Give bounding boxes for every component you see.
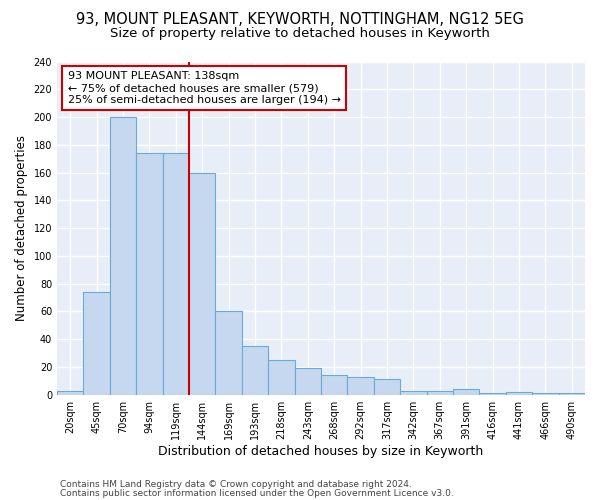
- Bar: [57, 390, 83, 394]
- Bar: [347, 376, 374, 394]
- Text: Contains HM Land Registry data © Crown copyright and database right 2024.: Contains HM Land Registry data © Crown c…: [60, 480, 412, 489]
- Text: 93, MOUNT PLEASANT, KEYWORTH, NOTTINGHAM, NG12 5EG: 93, MOUNT PLEASANT, KEYWORTH, NOTTINGHAM…: [76, 12, 524, 28]
- Bar: [374, 380, 400, 394]
- Bar: [506, 392, 532, 394]
- Bar: [321, 376, 347, 394]
- Bar: [295, 368, 321, 394]
- Bar: [189, 172, 215, 394]
- Bar: [83, 292, 110, 394]
- Y-axis label: Number of detached properties: Number of detached properties: [15, 135, 28, 321]
- Bar: [110, 117, 136, 394]
- Bar: [163, 153, 189, 394]
- Bar: [136, 153, 163, 394]
- Text: Size of property relative to detached houses in Keyworth: Size of property relative to detached ho…: [110, 28, 490, 40]
- Bar: [427, 390, 453, 394]
- Bar: [268, 360, 295, 394]
- X-axis label: Distribution of detached houses by size in Keyworth: Distribution of detached houses by size …: [158, 444, 484, 458]
- Bar: [400, 390, 427, 394]
- Text: 93 MOUNT PLEASANT: 138sqm
← 75% of detached houses are smaller (579)
25% of semi: 93 MOUNT PLEASANT: 138sqm ← 75% of detac…: [68, 72, 341, 104]
- Bar: [215, 312, 242, 394]
- Bar: [242, 346, 268, 395]
- Text: Contains public sector information licensed under the Open Government Licence v3: Contains public sector information licen…: [60, 488, 454, 498]
- Bar: [453, 389, 479, 394]
